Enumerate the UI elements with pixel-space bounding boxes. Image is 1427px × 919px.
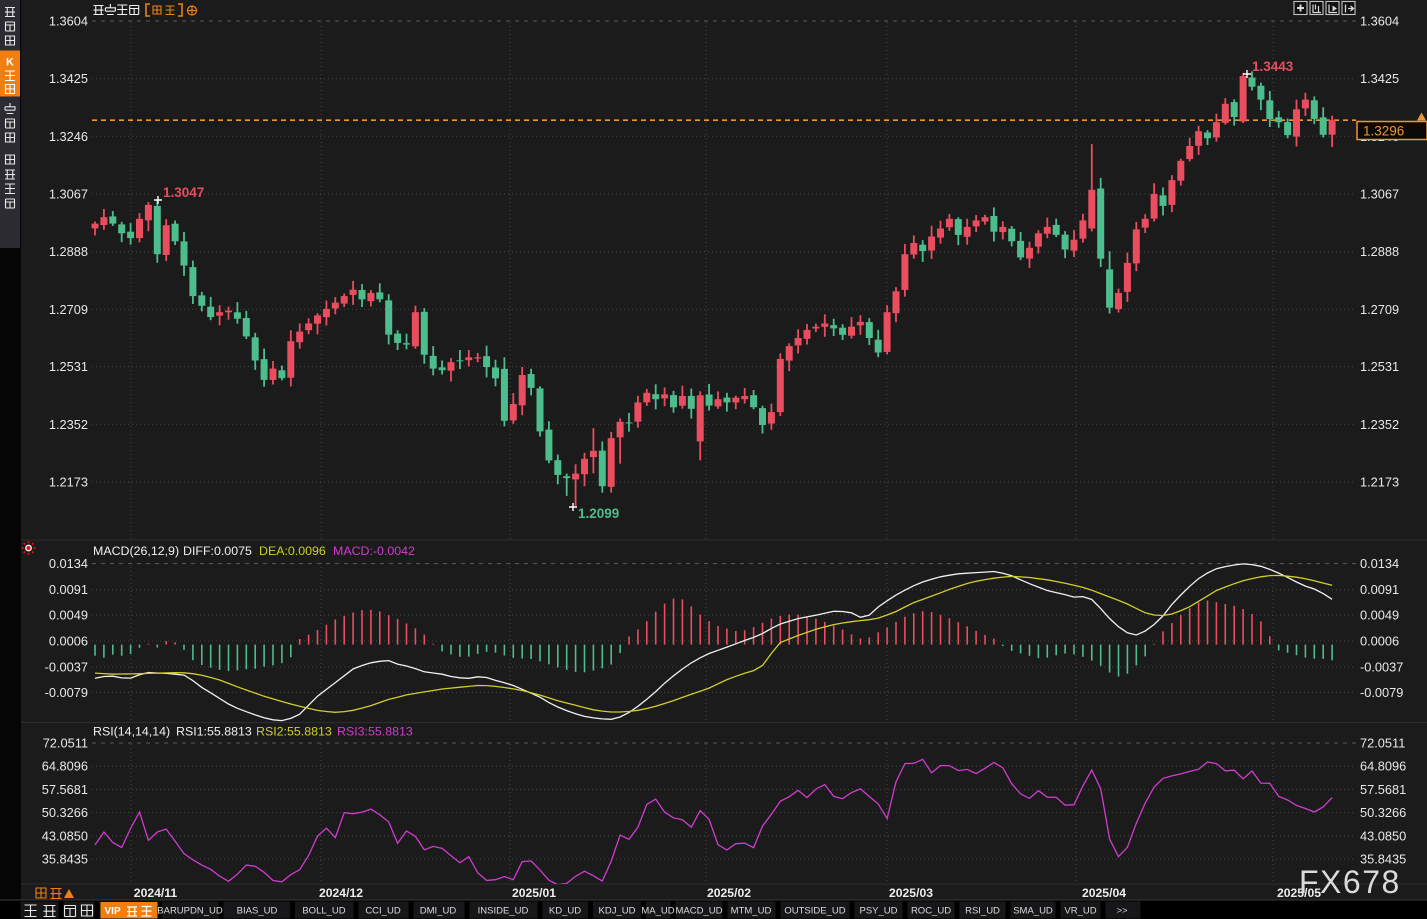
svg-text:64.8096: 64.8096 — [42, 759, 88, 774]
svg-text:1.2173: 1.2173 — [49, 475, 88, 490]
svg-text:2025/02: 2025/02 — [707, 886, 751, 900]
svg-text:72.0511: 72.0511 — [1360, 736, 1405, 751]
svg-text:1.3604: 1.3604 — [49, 14, 88, 29]
svg-text:1.2531: 1.2531 — [49, 359, 88, 374]
svg-text:1.3246: 1.3246 — [49, 129, 88, 144]
svg-text:INSIDE_UD: INSIDE_UD — [478, 906, 529, 917]
svg-text:BIAS_UD: BIAS_UD — [237, 906, 278, 917]
svg-text:KDJ_UD: KDJ_UD — [599, 906, 636, 917]
svg-text:43.0850: 43.0850 — [1360, 828, 1406, 843]
svg-text:SMA_UD: SMA_UD — [1013, 906, 1053, 917]
svg-text:1.2888: 1.2888 — [1360, 244, 1399, 259]
svg-text:35.8435: 35.8435 — [42, 852, 88, 867]
svg-text:1.3443: 1.3443 — [1252, 59, 1294, 74]
svg-text:>>: >> — [1116, 906, 1128, 917]
svg-text:DMI_UD: DMI_UD — [420, 906, 457, 917]
svg-text:RSI(14,14,14): RSI(14,14,14) — [93, 725, 170, 739]
svg-text:RSI3:55.8813: RSI3:55.8813 — [337, 725, 413, 739]
svg-text:2025/04: 2025/04 — [1082, 886, 1126, 900]
svg-text:1.3047: 1.3047 — [163, 185, 204, 200]
svg-text:ROC_UD: ROC_UD — [911, 906, 951, 917]
svg-text:1.2352: 1.2352 — [1360, 417, 1399, 432]
svg-text:CCI_UD: CCI_UD — [365, 906, 401, 917]
svg-text:-0.0079: -0.0079 — [1360, 685, 1403, 700]
svg-text:DEA:0.0096: DEA:0.0096 — [259, 544, 326, 558]
svg-text:0.0134: 0.0134 — [1360, 556, 1399, 571]
svg-text:1.2099: 1.2099 — [578, 506, 619, 521]
svg-text:2025/01: 2025/01 — [512, 886, 556, 900]
svg-text:MACD_UD: MACD_UD — [676, 906, 723, 917]
svg-text:1.2531: 1.2531 — [1360, 359, 1399, 374]
svg-text:0.0049: 0.0049 — [1360, 608, 1399, 623]
svg-text:57.5681: 57.5681 — [42, 782, 88, 797]
svg-text:57.5681: 57.5681 — [1360, 782, 1406, 797]
svg-text:2025/05: 2025/05 — [1277, 886, 1321, 900]
svg-text:BARUPDN_UD: BARUPDN_UD — [157, 906, 223, 917]
svg-text:KD_UD: KD_UD — [549, 906, 581, 917]
svg-text:0.0006: 0.0006 — [49, 634, 88, 649]
svg-text:MA_UD: MA_UD — [641, 906, 674, 917]
svg-text:1.2888: 1.2888 — [49, 244, 88, 259]
svg-text:VIP: VIP — [105, 906, 121, 917]
svg-text:BOLL_UD: BOLL_UD — [302, 906, 345, 917]
svg-text:-0.0037: -0.0037 — [45, 660, 88, 675]
svg-text:43.0850: 43.0850 — [42, 828, 88, 843]
svg-text:DIFF:0.0075: DIFF:0.0075 — [183, 544, 252, 558]
svg-text:0.0006: 0.0006 — [1360, 634, 1399, 649]
svg-text:2025/03: 2025/03 — [889, 886, 933, 900]
svg-text:MTM_UD: MTM_UD — [731, 906, 772, 917]
svg-text:RSI_UD: RSI_UD — [965, 906, 1000, 917]
svg-text:PSY_UD: PSY_UD — [859, 906, 897, 917]
svg-text:MACD:-0.0042: MACD:-0.0042 — [333, 544, 415, 558]
svg-text:1.3425: 1.3425 — [49, 71, 88, 86]
svg-text:0.0091: 0.0091 — [49, 582, 88, 597]
svg-text:1.2709: 1.2709 — [1360, 302, 1399, 317]
svg-text:0.0049: 0.0049 — [49, 608, 88, 623]
svg-text:FX678: FX678 — [1299, 864, 1401, 900]
svg-text:2024/11: 2024/11 — [134, 886, 178, 900]
svg-text:RSI2:55.8813: RSI2:55.8813 — [256, 725, 332, 739]
svg-text:VR_UD: VR_UD — [1064, 906, 1096, 917]
svg-text:1.3296: 1.3296 — [1363, 124, 1404, 139]
svg-text:64.8096: 64.8096 — [1360, 759, 1406, 774]
svg-text:1.2352: 1.2352 — [49, 417, 88, 432]
svg-text:RSI1:55.8813: RSI1:55.8813 — [176, 725, 252, 739]
svg-text:1.3604: 1.3604 — [1360, 14, 1399, 29]
svg-text:50.3266: 50.3266 — [1360, 805, 1406, 820]
svg-text:35.8435: 35.8435 — [1360, 852, 1406, 867]
svg-text:50.3266: 50.3266 — [42, 805, 88, 820]
svg-text:0.0091: 0.0091 — [1360, 582, 1399, 597]
svg-text:72.0511: 72.0511 — [43, 736, 88, 751]
svg-text:K: K — [6, 57, 14, 69]
svg-text:-0.0079: -0.0079 — [45, 685, 88, 700]
svg-text:1.3067: 1.3067 — [1360, 187, 1399, 202]
svg-text:1.2173: 1.2173 — [1360, 475, 1399, 490]
svg-text:1.3425: 1.3425 — [1360, 71, 1399, 86]
svg-text:MACD(26,12,9): MACD(26,12,9) — [93, 544, 179, 558]
svg-text:OUTSIDE_UD: OUTSIDE_UD — [784, 906, 845, 917]
svg-text:1.2709: 1.2709 — [49, 302, 88, 317]
svg-text:1.3067: 1.3067 — [49, 187, 88, 202]
svg-text:2024/12: 2024/12 — [319, 886, 363, 900]
svg-text:0.0134: 0.0134 — [49, 556, 88, 571]
svg-text:-0.0037: -0.0037 — [1360, 660, 1403, 675]
